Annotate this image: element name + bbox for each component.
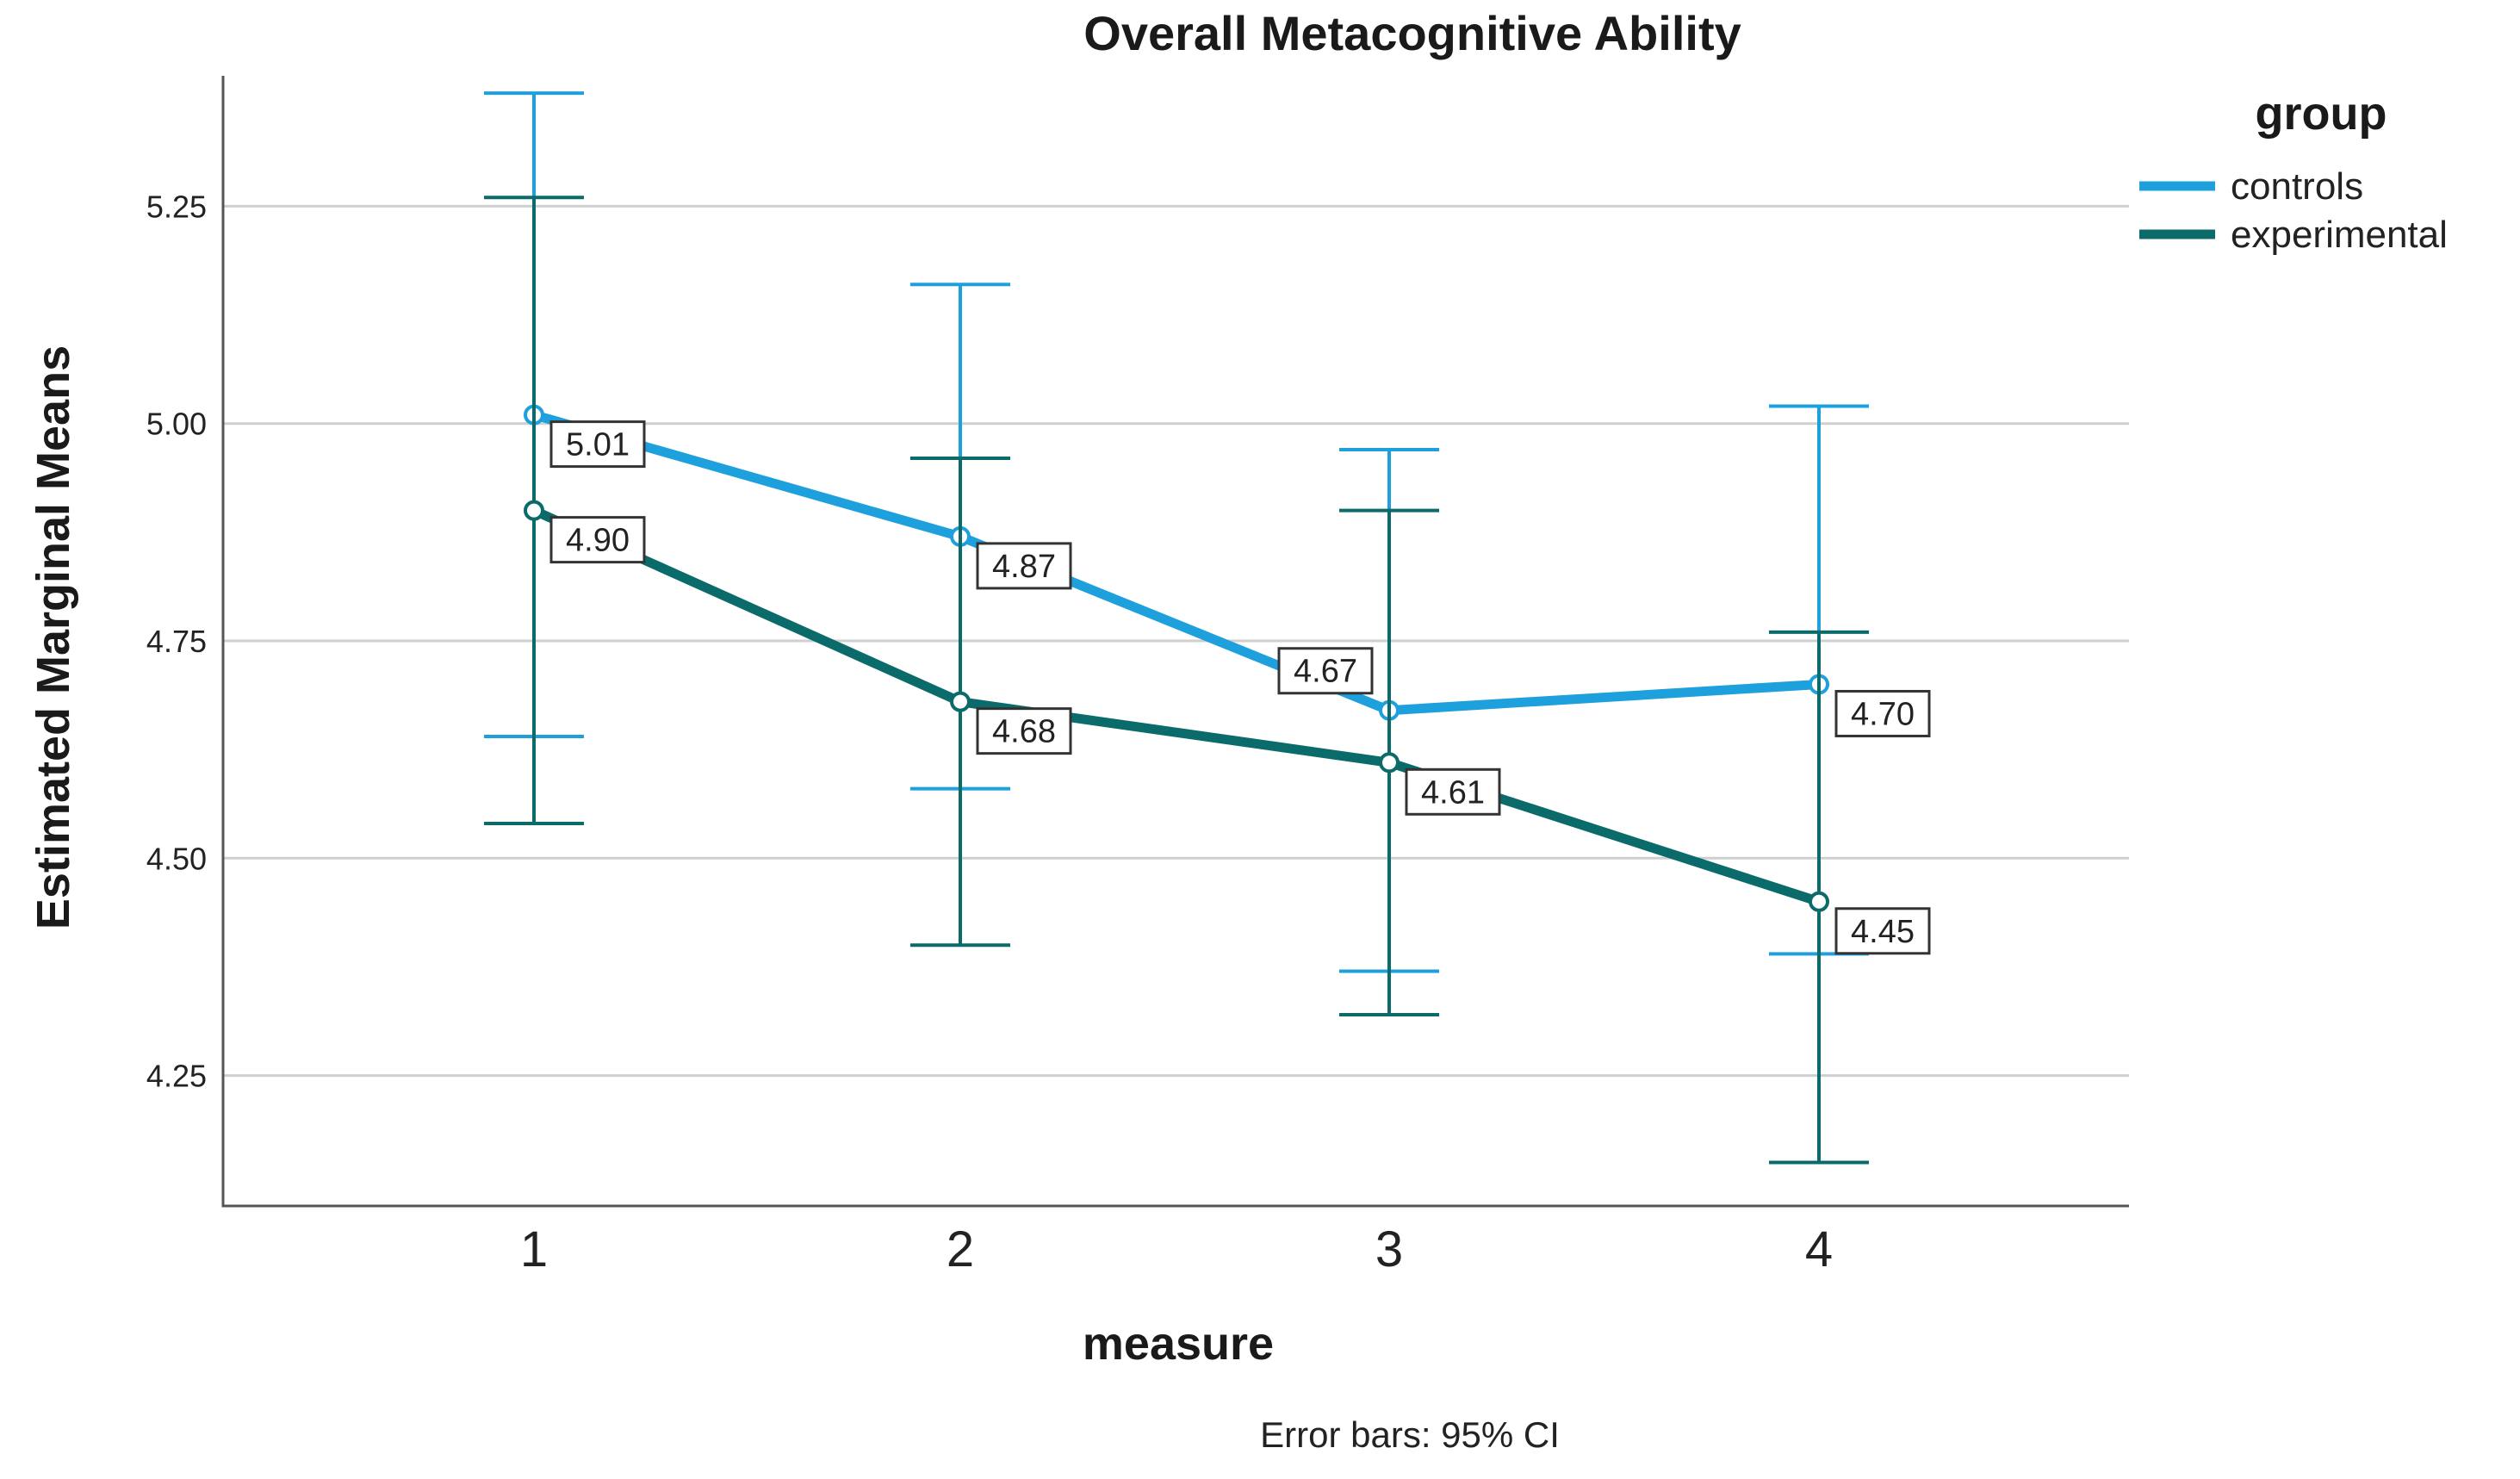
legend-label: controls bbox=[2231, 165, 2363, 208]
legend-title: group bbox=[2256, 88, 2387, 140]
data-point bbox=[1379, 752, 1400, 774]
plot-frame bbox=[221, 76, 2129, 1208]
y-tick-label: 5.00 bbox=[146, 407, 207, 442]
y-tick-label: 4.75 bbox=[146, 624, 207, 659]
data-label-text: 4.87 bbox=[992, 549, 1056, 585]
data-label-box bbox=[1834, 907, 1931, 955]
x-tick-label: 4 bbox=[1805, 1221, 1833, 1277]
data-label: 4.68 bbox=[976, 707, 1072, 755]
data-labels: 5.01 4.87 4.67 4.70 4.90 4.68 4.61 4.45 bbox=[549, 420, 1931, 955]
y-tick-label: 4.50 bbox=[146, 841, 207, 876]
data-label-box bbox=[549, 516, 646, 564]
data-point bbox=[524, 500, 544, 521]
data-label-box bbox=[549, 420, 646, 469]
data-label-box bbox=[976, 707, 1072, 755]
data-label-text: 4.90 bbox=[566, 523, 630, 559]
y-tick-label: 5.25 bbox=[146, 189, 207, 224]
series-controls bbox=[484, 91, 1869, 973]
legend: group controls experimental bbox=[2139, 88, 2448, 256]
data-label-box bbox=[976, 542, 1072, 590]
legend-item-experimental: experimental bbox=[2139, 214, 2448, 256]
data-point bbox=[1809, 891, 1829, 912]
data-label-box bbox=[1405, 767, 1501, 816]
data-label: 4.61 bbox=[1405, 767, 1501, 816]
data-label: 5.01 bbox=[549, 420, 646, 469]
grid-lines bbox=[223, 204, 2129, 1078]
data-label-text: 4.67 bbox=[1294, 654, 1357, 690]
x-ticks: 1 2 3 4 bbox=[520, 1221, 1833, 1277]
y-axis-title: Estimated Marginal Means bbox=[28, 345, 79, 929]
data-label: 4.90 bbox=[549, 516, 646, 564]
chart-title: Overall Metacognitive Ability bbox=[1083, 6, 1741, 60]
data-label: 4.70 bbox=[1834, 689, 1931, 737]
series-line-controls bbox=[529, 410, 1824, 716]
data-label-text: 5.01 bbox=[566, 427, 630, 463]
data-label: 4.67 bbox=[1277, 647, 1374, 695]
x-tick-label: 1 bbox=[520, 1221, 548, 1277]
data-label-text: 4.45 bbox=[1851, 914, 1915, 950]
data-label-box bbox=[1834, 689, 1931, 737]
data-label-text: 4.68 bbox=[992, 714, 1056, 750]
y-tick-label: 4.25 bbox=[146, 1059, 207, 1094]
legend-label: experimental bbox=[2231, 214, 2448, 256]
data-label-text: 4.61 bbox=[1421, 774, 1485, 811]
data-label: 4.45 bbox=[1834, 907, 1931, 955]
data-label: 4.87 bbox=[976, 542, 1072, 590]
x-axis-title: measure bbox=[1083, 1318, 1274, 1370]
series-line-experimental bbox=[529, 506, 1824, 907]
data-label-box bbox=[1277, 647, 1374, 695]
chart-footnote: Error bars: 95% CI bbox=[1260, 1414, 1560, 1455]
legend-item-controls: controls bbox=[2139, 165, 2363, 208]
data-label-text: 4.70 bbox=[1851, 696, 1915, 732]
x-tick-label: 2 bbox=[947, 1221, 974, 1277]
x-tick-label: 3 bbox=[1375, 1221, 1403, 1277]
y-ticks: 4.25 4.50 4.75 5.00 5.25 bbox=[146, 189, 207, 1093]
data-point bbox=[950, 691, 971, 712]
series-experimental bbox=[484, 196, 1869, 1165]
series bbox=[484, 91, 1869, 1165]
axes bbox=[221, 76, 2129, 1208]
